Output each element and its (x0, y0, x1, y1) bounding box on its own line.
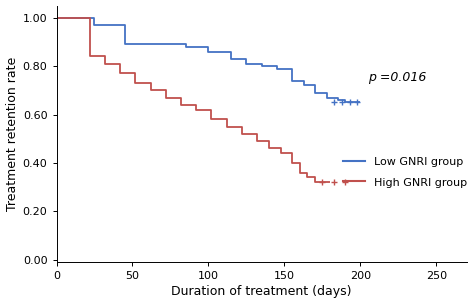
Legend: Low GNRI group, High GNRI group: Low GNRI group, High GNRI group (341, 155, 469, 190)
X-axis label: Duration of treatment (days): Duration of treatment (days) (171, 285, 352, 299)
Y-axis label: Treatment retention rate: Treatment retention rate (6, 57, 18, 211)
Text: p =0.016: p =0.016 (368, 71, 427, 84)
